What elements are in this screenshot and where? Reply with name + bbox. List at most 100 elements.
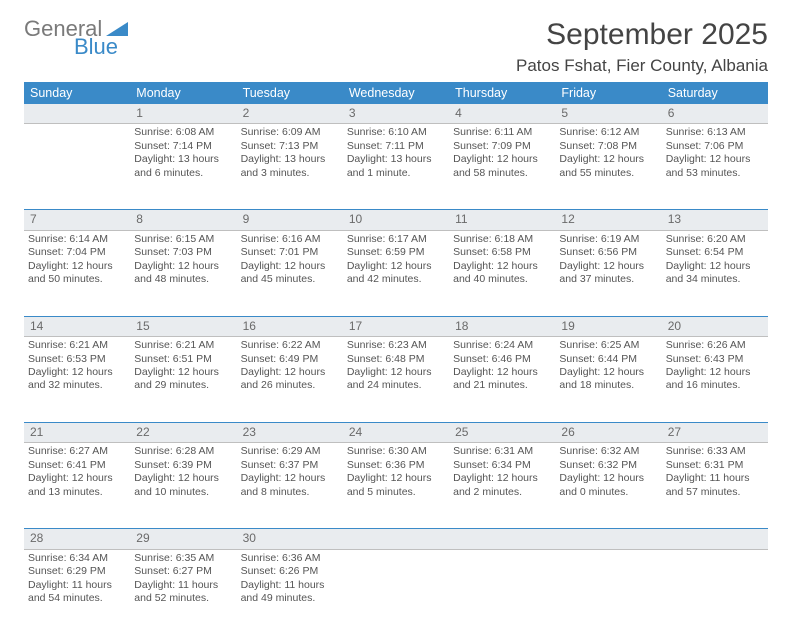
day-cell: Sunrise: 6:35 AMSunset: 6:27 PMDaylight:… bbox=[130, 549, 236, 635]
cell-line: Sunrise: 6:24 AM bbox=[453, 339, 551, 352]
cell-line: and 24 minutes. bbox=[347, 379, 445, 392]
day-cell: Sunrise: 6:09 AMSunset: 7:13 PMDaylight:… bbox=[237, 124, 343, 210]
cell-line: and 16 minutes. bbox=[666, 379, 764, 392]
cell-line: Sunrise: 6:22 AM bbox=[241, 339, 339, 352]
cell-line: and 8 minutes. bbox=[241, 486, 339, 499]
cell-line: Sunrise: 6:34 AM bbox=[28, 552, 126, 565]
cell-line: Daylight: 12 hours bbox=[241, 260, 339, 273]
cell-line: and 53 minutes. bbox=[666, 167, 764, 180]
day-number: 18 bbox=[449, 317, 555, 337]
cell-line: Sunset: 6:29 PM bbox=[28, 565, 126, 578]
month-title: September 2025 bbox=[516, 18, 768, 52]
cell-line: Sunset: 7:09 PM bbox=[453, 140, 551, 153]
day-cell: Sunrise: 6:26 AMSunset: 6:43 PMDaylight:… bbox=[662, 337, 768, 423]
cell-line: and 1 minute. bbox=[347, 167, 445, 180]
cell-line: and 10 minutes. bbox=[134, 486, 232, 499]
day-number: 7 bbox=[24, 210, 130, 230]
day-cell bbox=[662, 549, 768, 635]
cell-line: Daylight: 12 hours bbox=[559, 472, 657, 485]
cell-line: and 5 minutes. bbox=[347, 486, 445, 499]
location: Patos Fshat, Fier County, Albania bbox=[516, 56, 768, 76]
cell-line: Sunset: 6:54 PM bbox=[666, 246, 764, 259]
day-number: 15 bbox=[130, 317, 236, 337]
day-cell: Sunrise: 6:36 AMSunset: 6:26 PMDaylight:… bbox=[237, 549, 343, 635]
day-cell: Sunrise: 6:29 AMSunset: 6:37 PMDaylight:… bbox=[237, 443, 343, 529]
day-cell: Sunrise: 6:18 AMSunset: 6:58 PMDaylight:… bbox=[449, 230, 555, 316]
cell-line: Sunrise: 6:31 AM bbox=[453, 445, 551, 458]
day-cell: Sunrise: 6:23 AMSunset: 6:48 PMDaylight:… bbox=[343, 337, 449, 423]
cell-line: Sunset: 7:11 PM bbox=[347, 140, 445, 153]
cell-line: Daylight: 12 hours bbox=[453, 366, 551, 379]
cell-line: Sunrise: 6:23 AM bbox=[347, 339, 445, 352]
cell-line: Sunrise: 6:15 AM bbox=[134, 233, 232, 246]
day-number-row: 78910111213 bbox=[24, 210, 768, 230]
day-number-row: 21222324252627 bbox=[24, 423, 768, 443]
day-number: 13 bbox=[662, 210, 768, 230]
day-number bbox=[555, 529, 661, 549]
cell-line: Daylight: 12 hours bbox=[347, 472, 445, 485]
day-number: 25 bbox=[449, 423, 555, 443]
day-cell: Sunrise: 6:14 AMSunset: 7:04 PMDaylight:… bbox=[24, 230, 130, 316]
cell-line: Sunset: 6:32 PM bbox=[559, 459, 657, 472]
cell-line: Sunrise: 6:33 AM bbox=[666, 445, 764, 458]
day-cell bbox=[555, 549, 661, 635]
day-number bbox=[449, 529, 555, 549]
cell-line: Sunset: 7:03 PM bbox=[134, 246, 232, 259]
day-number: 19 bbox=[555, 317, 661, 337]
day-cell: Sunrise: 6:19 AMSunset: 6:56 PMDaylight:… bbox=[555, 230, 661, 316]
day-cell: Sunrise: 6:31 AMSunset: 6:34 PMDaylight:… bbox=[449, 443, 555, 529]
cell-line: and 40 minutes. bbox=[453, 273, 551, 286]
cell-line: and 55 minutes. bbox=[559, 167, 657, 180]
cell-line: Sunset: 7:13 PM bbox=[241, 140, 339, 153]
day-number bbox=[24, 104, 130, 124]
day-cell bbox=[449, 549, 555, 635]
day-header: Wednesday bbox=[343, 82, 449, 104]
day-number: 16 bbox=[237, 317, 343, 337]
day-cell: Sunrise: 6:21 AMSunset: 6:53 PMDaylight:… bbox=[24, 337, 130, 423]
day-cell: Sunrise: 6:32 AMSunset: 6:32 PMDaylight:… bbox=[555, 443, 661, 529]
day-number bbox=[343, 529, 449, 549]
cell-line: Sunset: 6:41 PM bbox=[28, 459, 126, 472]
cell-line: Sunrise: 6:10 AM bbox=[347, 126, 445, 139]
cell-line: Sunrise: 6:18 AM bbox=[453, 233, 551, 246]
day-content-row: Sunrise: 6:34 AMSunset: 6:29 PM Daylight:… bbox=[24, 549, 768, 635]
cell-line: Daylight: 12 hours bbox=[666, 366, 764, 379]
cell-line: and 0 minutes. bbox=[559, 486, 657, 499]
day-number: 21 bbox=[24, 423, 130, 443]
cell-line: Daylight: 12 hours bbox=[347, 366, 445, 379]
day-number-row: 14151617181920 bbox=[24, 317, 768, 337]
cell-line: and 13 minutes. bbox=[28, 486, 126, 499]
day-header: Sunday bbox=[24, 82, 130, 104]
cell-line: Sunrise: 6:21 AM bbox=[134, 339, 232, 352]
day-number: 2 bbox=[237, 104, 343, 124]
day-number: 24 bbox=[343, 423, 449, 443]
day-cell: Sunrise: 6:33 AMSunset: 6:31 PMDaylight:… bbox=[662, 443, 768, 529]
day-number: 3 bbox=[343, 104, 449, 124]
cell-line: Daylight: 12 hours bbox=[666, 260, 764, 273]
cell-line: Sunrise: 6:12 AM bbox=[559, 126, 657, 139]
day-cell: Sunrise: 6:24 AMSunset: 6:46 PMDaylight:… bbox=[449, 337, 555, 423]
day-cell: Sunrise: 6:11 AMSunset: 7:09 PMDaylight:… bbox=[449, 124, 555, 210]
cell-line: Sunrise: 6:08 AM bbox=[134, 126, 232, 139]
title-block: September 2025 Patos Fshat, Fier County,… bbox=[516, 18, 768, 76]
cell-line: Sunrise: 6:09 AM bbox=[241, 126, 339, 139]
cell-line: Sunrise: 6:26 AM bbox=[666, 339, 764, 352]
day-cell: Sunrise: 6:27 AMSunset: 6:41 PMDaylight:… bbox=[24, 443, 130, 529]
day-header: Saturday bbox=[662, 82, 768, 104]
cell-line: Daylight: 11 hours bbox=[241, 579, 339, 592]
cell-line: Sunrise: 6:36 AM bbox=[241, 552, 339, 565]
day-header-row: Sunday Monday Tuesday Wednesday Thursday… bbox=[24, 82, 768, 104]
cell-line: Sunset: 6:43 PM bbox=[666, 353, 764, 366]
cell-line: Daylight: 12 hours bbox=[241, 472, 339, 485]
cell-line: and 18 minutes. bbox=[559, 379, 657, 392]
logo: General Blue bbox=[24, 18, 128, 58]
cell-line: and 26 minutes. bbox=[241, 379, 339, 392]
day-cell: Sunrise: 6:16 AMSunset: 7:01 PMDaylight:… bbox=[237, 230, 343, 316]
day-number: 23 bbox=[237, 423, 343, 443]
cell-line: Sunrise: 6:27 AM bbox=[28, 445, 126, 458]
day-cell: Sunrise: 6:15 AMSunset: 7:03 PMDaylight:… bbox=[130, 230, 236, 316]
cell-line: Daylight: 12 hours bbox=[559, 366, 657, 379]
day-content-row: Sunrise: 6:27 AMSunset: 6:41 PM Daylight:… bbox=[24, 443, 768, 529]
cell-line: and 32 minutes. bbox=[28, 379, 126, 392]
cell-line: Daylight: 12 hours bbox=[559, 153, 657, 166]
